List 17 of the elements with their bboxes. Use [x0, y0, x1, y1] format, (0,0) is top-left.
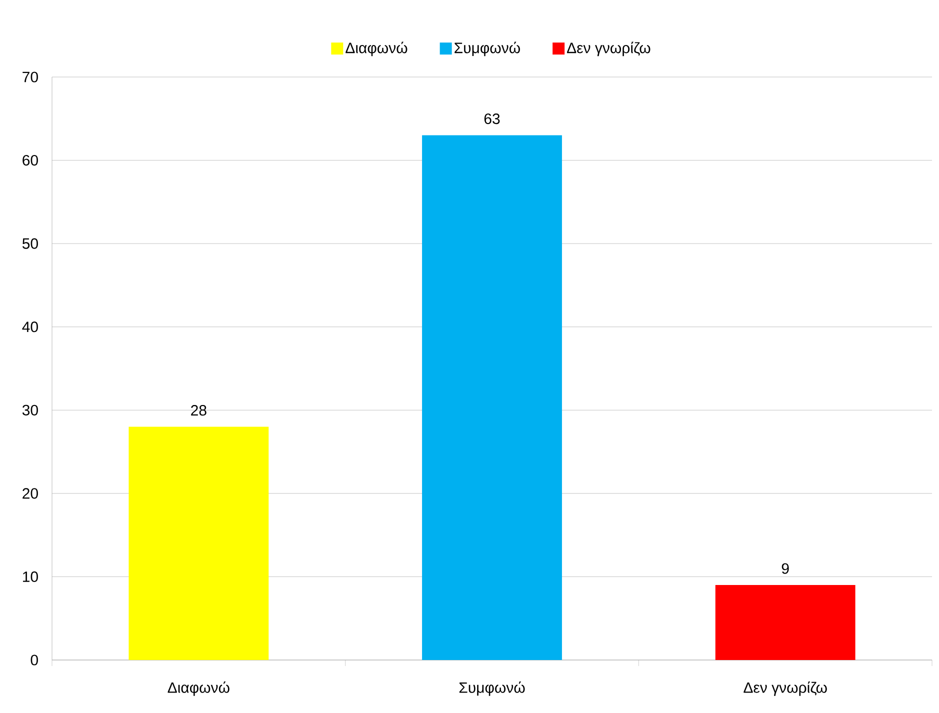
y-tick-label: 50 — [22, 238, 38, 249]
legend-label: Δεν γνωρίζω — [567, 42, 650, 56]
y-tick-label: 20 — [22, 488, 38, 499]
y-tick-label: 30 — [22, 404, 38, 416]
x-tick-label: Συμφωνώ — [459, 681, 525, 696]
legend-label: Συμφωνώ — [454, 42, 520, 56]
y-tick-label: 70 — [22, 72, 38, 82]
legend-label: Διαφωνώ — [346, 42, 408, 56]
y-tick-label: 60 — [22, 154, 38, 166]
data-label: 9 — [782, 563, 789, 574]
y-tick-label: 10 — [23, 571, 38, 582]
data-label: 28 — [191, 404, 206, 416]
x-tick-label: Διαφωνώ — [168, 681, 230, 696]
y-tick-label: 0 — [30, 654, 38, 666]
x-tick-label: Δεν γνωρίζω — [744, 681, 827, 696]
data-label: 63 — [484, 113, 500, 124]
y-tick-label: 40 — [22, 322, 38, 332]
